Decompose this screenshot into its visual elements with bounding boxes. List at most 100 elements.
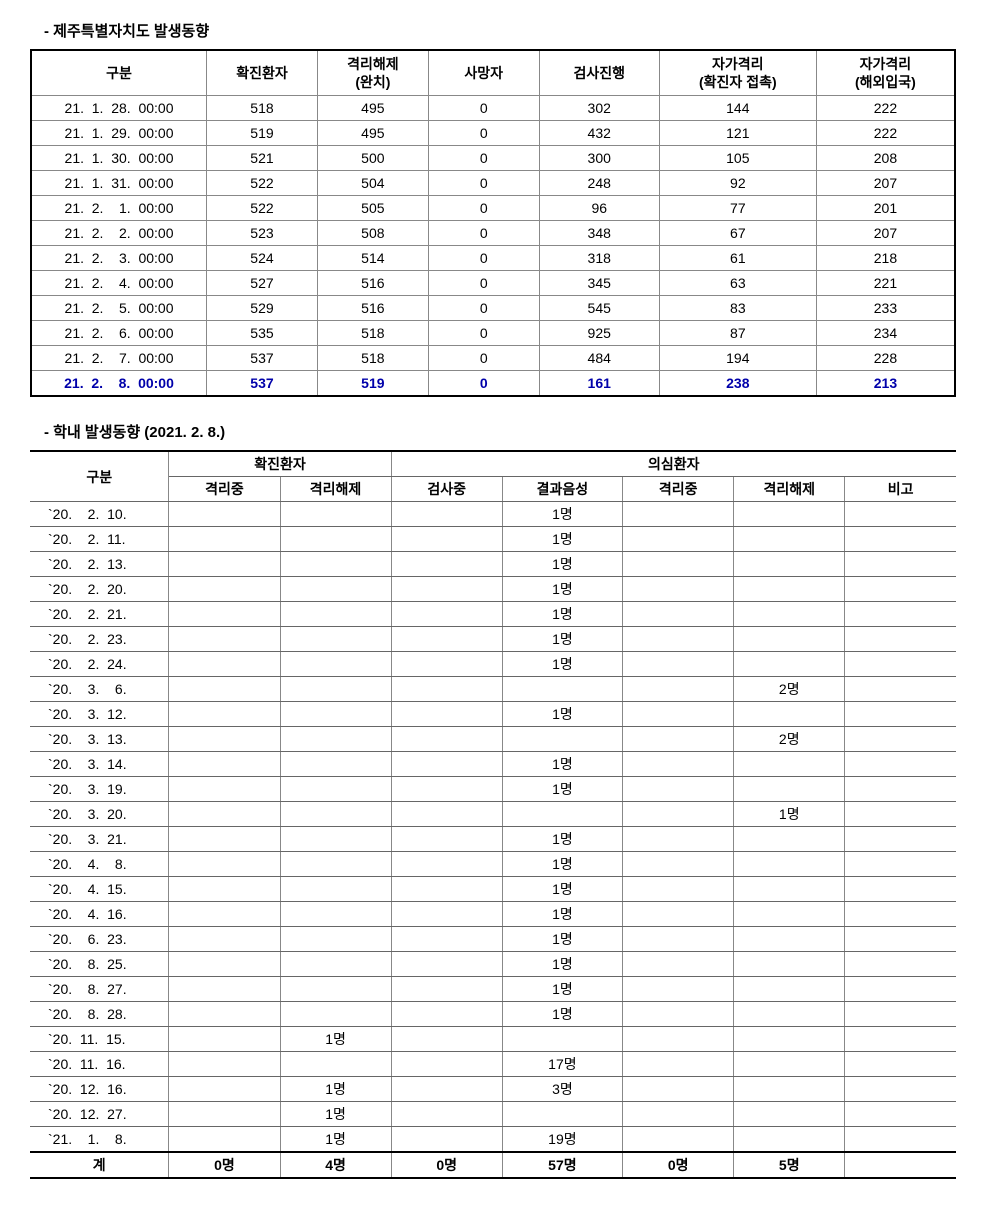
table-cell: 522 <box>207 171 318 196</box>
table-cell: 345 <box>539 271 659 296</box>
table-cell: 144 <box>659 96 816 121</box>
table-cell: 527 <box>207 271 318 296</box>
table-row: 21. 1. 31. 00:00522504024892207 <box>31 171 955 196</box>
table-row: 21. 2. 6. 00:00535518092587234 <box>31 321 955 346</box>
table1-header-cell: 격리해제 (완치) <box>317 50 428 96</box>
table-cell <box>623 1102 734 1127</box>
table-cell <box>169 877 280 902</box>
table-cell: 92 <box>659 171 816 196</box>
table2-header-cell: 검사중 <box>391 477 502 502</box>
table-cell: 208 <box>816 146 955 171</box>
table-row: `20. 3. 12.1명 <box>30 702 956 727</box>
table-cell <box>169 1102 280 1127</box>
table-cell <box>391 677 502 702</box>
table-cell: 17명 <box>502 1052 622 1077</box>
table-cell <box>623 877 734 902</box>
table-cell <box>845 1027 956 1052</box>
table-cell: 21. 2. 7. 00:00 <box>31 346 207 371</box>
table-cell <box>734 1127 845 1153</box>
table-cell: 213 <box>816 371 955 397</box>
table-cell <box>391 752 502 777</box>
table-cell: 221 <box>816 271 955 296</box>
table-cell <box>734 1002 845 1027</box>
table-cell: `20. 4. 16. <box>30 902 169 927</box>
table-cell <box>280 827 391 852</box>
table-cell <box>845 1127 956 1153</box>
table-cell <box>391 1077 502 1102</box>
table-cell: 19명 <box>502 1127 622 1153</box>
table2-header-gubun: 구분 <box>30 451 169 502</box>
table-cell <box>169 1002 280 1027</box>
table-cell: 1명 <box>502 652 622 677</box>
table1-header-cell: 구분 <box>31 50 207 96</box>
table-cell: 1명 <box>502 977 622 1002</box>
table-cell: 105 <box>659 146 816 171</box>
table-cell: 21. 1. 29. 00:00 <box>31 121 207 146</box>
table-cell <box>391 627 502 652</box>
table-cell: `20. 2. 23. <box>30 627 169 652</box>
table-cell: `20. 3. 13. <box>30 727 169 752</box>
table-cell <box>845 1102 956 1127</box>
table-cell: 1명 <box>502 1002 622 1027</box>
table-row: 21. 2. 5. 00:00529516054583233 <box>31 296 955 321</box>
table-row: `20. 3. 14.1명 <box>30 752 956 777</box>
table-cell: 21. 2. 2. 00:00 <box>31 221 207 246</box>
table-row: `20. 11. 16.17명 <box>30 1052 956 1077</box>
table-cell <box>169 802 280 827</box>
table-cell <box>391 1127 502 1153</box>
table-cell <box>391 877 502 902</box>
table-cell: 2명 <box>734 677 845 702</box>
table1-header-row: 구분확진환자격리해제 (완치)사망자검사진행자가격리 (확진자 접촉)자가격리 … <box>31 50 955 96</box>
table-cell <box>391 727 502 752</box>
table-cell <box>169 677 280 702</box>
table-cell <box>169 727 280 752</box>
table-cell: 67 <box>659 221 816 246</box>
school-trend-table: 구분 확진환자 의심환자 격리중격리해제검사중결과음성격리중격리해제비고 `20… <box>30 450 956 1179</box>
table-cell: 0 <box>428 96 539 121</box>
table-cell <box>280 627 391 652</box>
table2-header-cell: 결과음성 <box>502 477 622 502</box>
table-row: 21. 2. 4. 00:00527516034563221 <box>31 271 955 296</box>
table-cell <box>169 602 280 627</box>
table-cell: `20. 3. 12. <box>30 702 169 727</box>
table-row: `20. 4. 16.1명 <box>30 902 956 927</box>
table-cell <box>502 1102 622 1127</box>
table-cell: 0명 <box>623 1152 734 1178</box>
table-cell: 495 <box>317 96 428 121</box>
table-cell <box>734 977 845 1002</box>
table-cell: 1명 <box>502 577 622 602</box>
table-cell: `20. 2. 21. <box>30 602 169 627</box>
table-cell: 57명 <box>502 1152 622 1178</box>
table-cell <box>623 1052 734 1077</box>
table-cell <box>391 902 502 927</box>
table-cell: 348 <box>539 221 659 246</box>
table-cell: 521 <box>207 146 318 171</box>
table2-header-confirmed: 확진환자 <box>169 451 391 477</box>
table-cell: `20. 6. 23. <box>30 927 169 952</box>
table-cell: 194 <box>659 346 816 371</box>
table-row: `20. 2. 21.1명 <box>30 602 956 627</box>
table-cell <box>845 502 956 527</box>
table-cell <box>734 502 845 527</box>
table-cell: 0 <box>428 371 539 397</box>
table-cell: 218 <box>816 246 955 271</box>
table-cell: 300 <box>539 146 659 171</box>
table-cell <box>623 577 734 602</box>
table-row: 21. 2. 7. 00:005375180484194228 <box>31 346 955 371</box>
table-cell: 1명 <box>280 1127 391 1153</box>
table-cell: 504 <box>317 171 428 196</box>
table-cell <box>845 802 956 827</box>
table-cell <box>169 902 280 927</box>
table-cell <box>734 777 845 802</box>
table-cell: 228 <box>816 346 955 371</box>
table-cell: 0 <box>428 346 539 371</box>
table-cell: 523 <box>207 221 318 246</box>
table-cell <box>623 902 734 927</box>
table-cell <box>734 1052 845 1077</box>
table-cell <box>502 802 622 827</box>
table-cell: 0 <box>428 146 539 171</box>
table-cell: 537 <box>207 371 318 397</box>
table-cell <box>391 702 502 727</box>
table-row: `20. 3. 20.1명 <box>30 802 956 827</box>
table-cell <box>391 952 502 977</box>
